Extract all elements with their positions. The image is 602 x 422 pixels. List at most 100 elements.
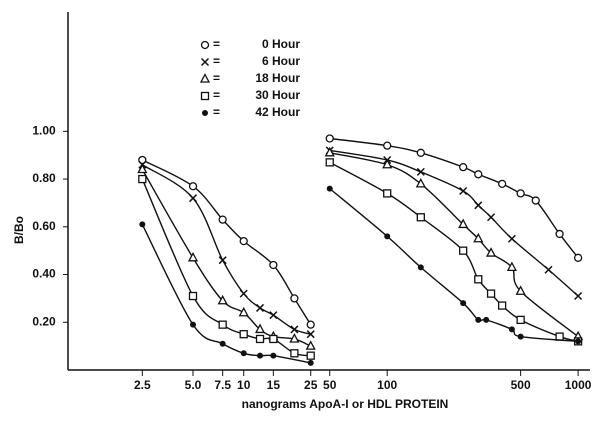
marker — [325, 158, 334, 167]
marker — [324, 146, 335, 157]
marker — [257, 352, 264, 359]
marker — [188, 182, 198, 191]
marker — [416, 167, 425, 176]
marker — [459, 186, 468, 196]
series-line — [141, 159, 312, 326]
marker — [306, 351, 315, 360]
marker — [290, 349, 299, 358]
marker — [544, 265, 553, 274]
legend-label: 18 Hour — [255, 71, 300, 85]
marker — [507, 234, 516, 243]
marker — [459, 162, 468, 172]
series-line — [329, 161, 579, 343]
legend-marker — [200, 40, 210, 50]
marker — [238, 306, 249, 317]
marker — [573, 253, 583, 262]
marker — [190, 321, 197, 328]
marker — [575, 338, 582, 345]
series-line — [141, 169, 312, 347]
marker — [497, 179, 507, 188]
legend-separator: = — [213, 105, 220, 119]
legend-marker — [200, 91, 210, 101]
marker — [383, 189, 392, 198]
marker — [137, 163, 148, 174]
marker — [139, 221, 146, 228]
legend-separator: = — [213, 37, 220, 51]
x-tick-label: 50 — [323, 378, 337, 392]
x-tick-label: 25 — [304, 378, 318, 392]
marker — [187, 251, 199, 262]
marker — [269, 311, 278, 320]
marker — [269, 260, 278, 270]
marker — [497, 301, 507, 310]
legend-separator: = — [213, 54, 220, 68]
marker — [487, 213, 496, 222]
marker — [255, 334, 265, 344]
marker — [270, 352, 277, 359]
x-axis-label: nanograms ApoA-I or HDL PROTEIN — [242, 397, 449, 411]
marker — [255, 303, 265, 312]
x-tick-label: 2.5 — [134, 378, 151, 392]
marker — [474, 170, 483, 179]
marker — [474, 201, 483, 210]
marker — [239, 289, 248, 298]
marker — [218, 320, 227, 329]
marker — [239, 330, 248, 339]
legend-label: 6 Hour — [262, 54, 300, 68]
marker — [459, 246, 468, 255]
x-tick-label: 7.5 — [214, 378, 231, 392]
legend-separator: = — [213, 88, 220, 102]
marker — [219, 340, 226, 347]
marker — [506, 261, 517, 272]
series-line — [329, 152, 579, 338]
marker — [290, 325, 299, 334]
marker — [555, 332, 564, 341]
marker — [460, 300, 467, 307]
legend-separator: = — [213, 71, 220, 85]
marker — [483, 316, 490, 323]
marker — [325, 134, 334, 143]
marker — [382, 158, 393, 169]
marker — [384, 233, 391, 240]
marker — [218, 215, 227, 224]
marker — [326, 185, 333, 192]
x-tick-label: 15 — [267, 378, 281, 392]
marker — [515, 285, 526, 295]
marker — [516, 189, 525, 198]
marker — [417, 264, 424, 271]
legend-marker — [202, 110, 208, 116]
x-tick-label: 500 — [511, 378, 531, 392]
series-line — [141, 224, 311, 364]
series-line — [141, 164, 311, 335]
marker — [188, 291, 198, 301]
marker — [416, 213, 425, 222]
marker — [473, 232, 484, 243]
series-line — [329, 188, 579, 343]
legend-marker — [200, 57, 210, 67]
x-tick-label: 10 — [237, 378, 251, 392]
marker — [306, 320, 315, 329]
marker — [485, 247, 497, 257]
marker — [508, 326, 515, 333]
marker — [290, 294, 299, 303]
marker — [474, 275, 483, 284]
marker — [416, 148, 425, 157]
marker — [306, 330, 315, 339]
y-tick-label: 0.40 — [32, 267, 56, 281]
x-tick-label: 1000 — [565, 378, 592, 392]
y-axis-label: B/Bo — [12, 216, 26, 244]
marker — [458, 218, 469, 229]
marker — [218, 256, 227, 265]
legend-label: 42 Hour — [255, 105, 300, 119]
marker — [475, 316, 482, 323]
marker — [239, 236, 248, 246]
series-line — [329, 137, 579, 259]
marker — [486, 289, 496, 298]
legend-label: 30 Hour — [255, 88, 300, 102]
marker — [269, 334, 278, 344]
marker — [517, 333, 524, 340]
x-tick-label: 100 — [377, 378, 397, 392]
y-tick-label: 0.60 — [32, 219, 56, 233]
